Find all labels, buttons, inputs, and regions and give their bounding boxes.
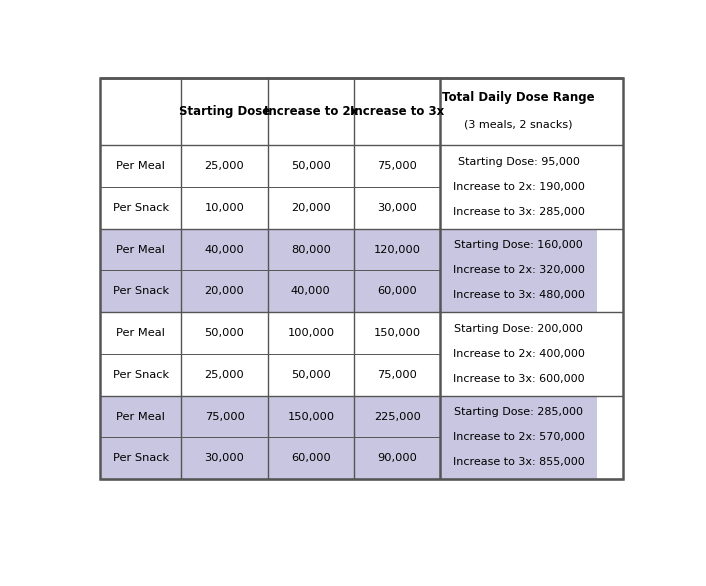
Bar (441, 312, 597, 396)
Text: 75,000: 75,000 (377, 370, 417, 380)
Text: Per Meal: Per Meal (116, 411, 165, 421)
Text: 30,000: 30,000 (205, 453, 244, 464)
Text: Increase to 2x: 320,000: Increase to 2x: 320,000 (453, 265, 585, 275)
Text: Per Meal: Per Meal (116, 328, 165, 338)
Bar (441, 229, 597, 312)
Text: Increase to 3x: 855,000: Increase to 3x: 855,000 (453, 458, 585, 468)
Bar (100, 396, 441, 479)
Text: 50,000: 50,000 (205, 328, 244, 338)
Text: Per Meal: Per Meal (116, 161, 165, 171)
Text: 20,000: 20,000 (205, 287, 244, 297)
Text: 120,000: 120,000 (373, 244, 421, 254)
Text: Increase to 3x: 480,000: Increase to 3x: 480,000 (453, 291, 585, 301)
Text: Per Snack: Per Snack (113, 287, 169, 297)
Text: Per Snack: Per Snack (113, 453, 169, 464)
Text: 90,000: 90,000 (377, 453, 417, 464)
Text: Increase to 2x: 190,000: Increase to 2x: 190,000 (453, 182, 585, 192)
Text: 75,000: 75,000 (377, 161, 417, 171)
Bar (100, 145, 441, 229)
Text: Increase to 3x: 285,000: Increase to 3x: 285,000 (453, 207, 585, 217)
Text: Increase to 2x: 400,000: Increase to 2x: 400,000 (453, 349, 585, 359)
Text: Per Snack: Per Snack (113, 203, 169, 213)
Text: 30,000: 30,000 (377, 203, 417, 213)
Text: 150,000: 150,000 (373, 328, 421, 338)
Text: Increase to 3x: Increase to 3x (350, 105, 444, 118)
Text: 25,000: 25,000 (205, 370, 244, 380)
Text: 80,000: 80,000 (291, 244, 331, 254)
Text: Starting Dose: Starting Dose (179, 105, 270, 118)
Bar (100, 312, 441, 396)
Text: Per Snack: Per Snack (113, 370, 169, 380)
Text: 20,000: 20,000 (291, 203, 330, 213)
Text: 25,000: 25,000 (205, 161, 244, 171)
Text: 100,000: 100,000 (287, 328, 335, 338)
Text: Increase to 2x: 570,000: Increase to 2x: 570,000 (453, 432, 585, 442)
Text: 150,000: 150,000 (287, 411, 335, 421)
Text: Increase to 2x: Increase to 2x (264, 105, 358, 118)
Text: Total Daily Dose Range: Total Daily Dose Range (443, 91, 595, 104)
Text: 50,000: 50,000 (291, 161, 331, 171)
Text: Starting Dose: 285,000: Starting Dose: 285,000 (454, 407, 583, 417)
Text: Per Meal: Per Meal (116, 244, 165, 254)
Text: (3 meals, 2 snacks): (3 meals, 2 snacks) (465, 120, 573, 130)
Text: 60,000: 60,000 (377, 287, 417, 297)
Text: Increase to 3x: 600,000: Increase to 3x: 600,000 (453, 374, 585, 384)
Text: Starting Dose: 95,000: Starting Dose: 95,000 (457, 157, 580, 167)
Text: 225,000: 225,000 (373, 411, 421, 421)
Bar (441, 396, 597, 479)
Bar (441, 145, 597, 229)
Text: 50,000: 50,000 (291, 370, 331, 380)
Text: 10,000: 10,000 (205, 203, 244, 213)
Bar (100, 79, 623, 479)
Text: Starting Dose: 200,000: Starting Dose: 200,000 (454, 324, 583, 334)
Bar (100, 79, 623, 145)
Text: 75,000: 75,000 (205, 411, 244, 421)
Text: 60,000: 60,000 (291, 453, 330, 464)
Bar (100, 229, 441, 312)
Text: 40,000: 40,000 (205, 244, 244, 254)
Text: Starting Dose: 160,000: Starting Dose: 160,000 (455, 240, 583, 250)
Text: 40,000: 40,000 (291, 287, 330, 297)
